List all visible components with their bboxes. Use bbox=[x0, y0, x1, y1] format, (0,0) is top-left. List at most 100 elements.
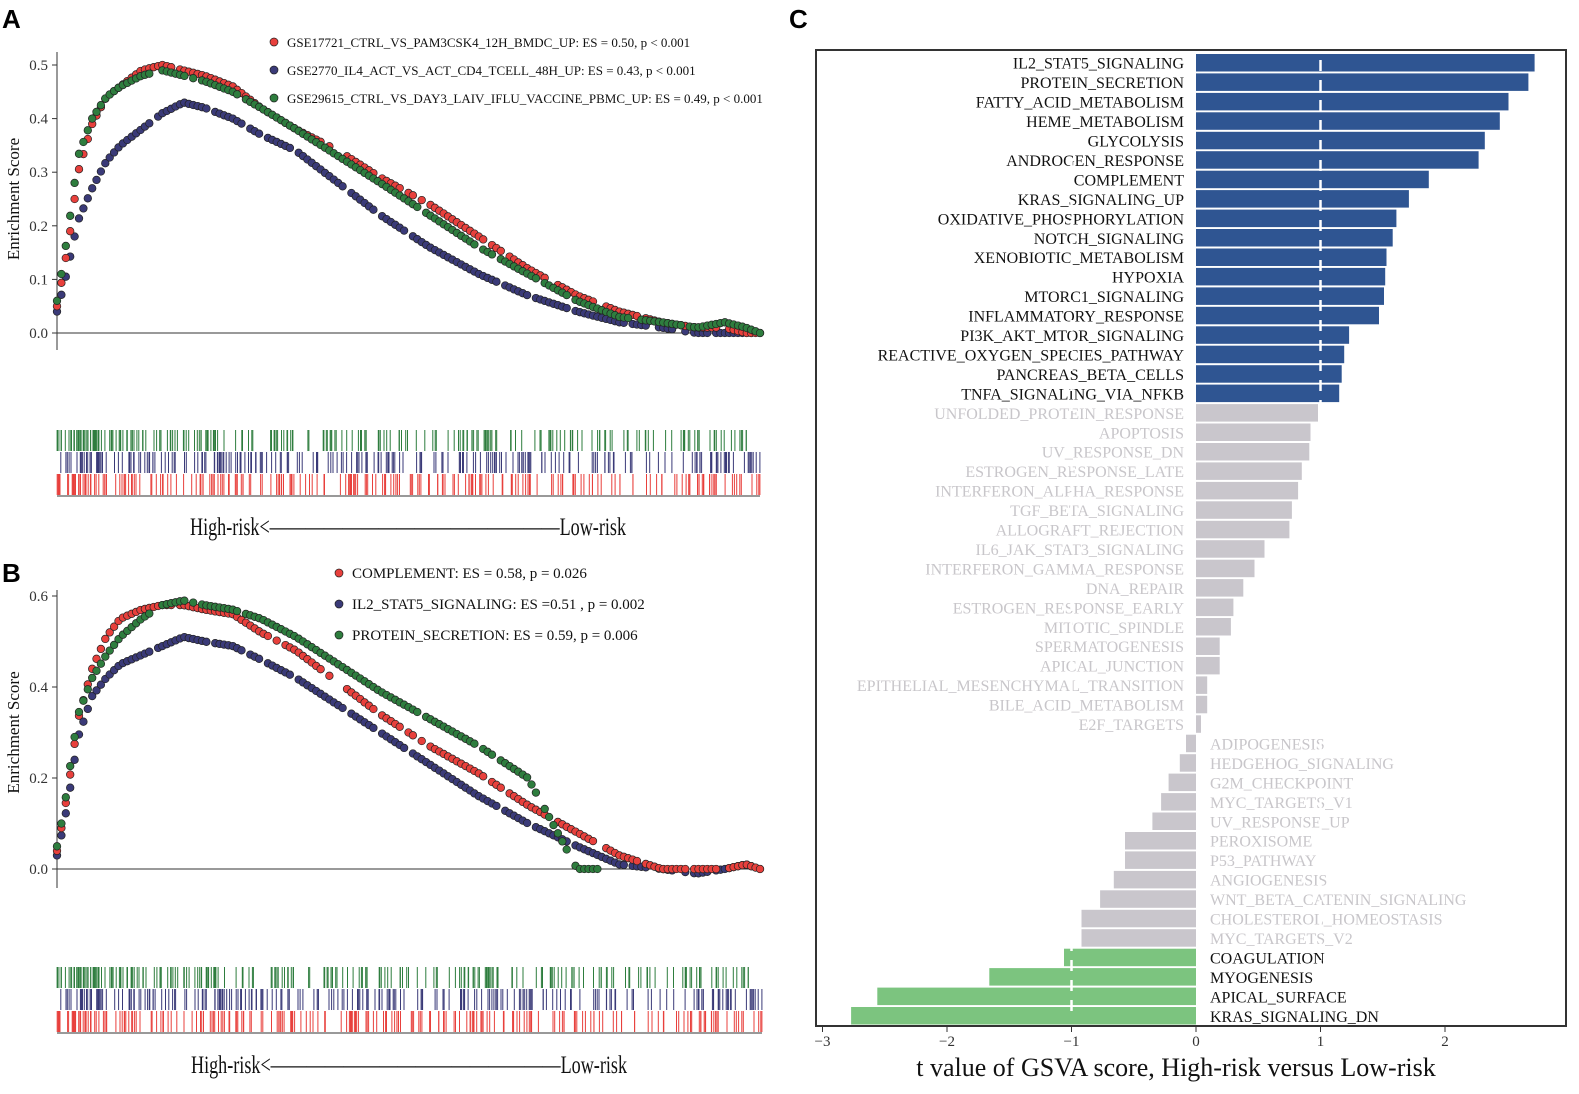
y-axis-label: Enrichment Score bbox=[4, 138, 23, 260]
data-point bbox=[74, 149, 84, 158]
data-point bbox=[83, 126, 92, 135]
bar-label: EPITHELIAL_MESENCHYMAL_TRANSITION bbox=[857, 678, 1185, 695]
bar-reactive_oxygen_species_pathway bbox=[1196, 345, 1345, 364]
data-point bbox=[413, 202, 422, 212]
data-point bbox=[61, 809, 70, 818]
data-point bbox=[92, 686, 101, 695]
panel-a-chart: 0.0 0.1 0.2 0.3 0.4 0.5 Enrichment Score GSE177… bbox=[4, 35, 765, 541]
data-point bbox=[399, 226, 409, 235]
bar-label: UNFOLDED_PROTEIN_RESPONSE bbox=[934, 406, 1184, 423]
bar-label: CHOLESTEROL_HOMEOSTASIS bbox=[1210, 912, 1443, 929]
data-point bbox=[79, 137, 88, 147]
data-point bbox=[57, 819, 66, 828]
bar-label: UV_RESPONSE_UP bbox=[1210, 814, 1350, 831]
bar-heme_metabolism bbox=[1196, 112, 1500, 130]
bar-label: ALLOGRAFT_REJECTION bbox=[996, 523, 1185, 540]
bar-apical_junction bbox=[1196, 656, 1220, 675]
data-point bbox=[369, 205, 378, 214]
bar-label: INFLAMMATORY_RESPONSE bbox=[968, 309, 1184, 326]
bar-label: APICAL_JUNCTION bbox=[1040, 659, 1184, 676]
data-point bbox=[527, 780, 536, 789]
data-point bbox=[202, 104, 211, 113]
y-tick-label: 0.2 bbox=[29, 771, 48, 787]
data-point bbox=[558, 837, 567, 846]
bar-label: MTORC1_SIGNALING bbox=[1024, 289, 1184, 306]
x-axis-label: t value of GSVA score, High-risk versus … bbox=[916, 1053, 1435, 1082]
bar-label: ESTROGEN_RESPONSE_LATE bbox=[965, 464, 1184, 481]
data-point bbox=[470, 240, 479, 249]
data-point bbox=[83, 704, 92, 714]
y-tick-label: 0.1 bbox=[29, 272, 48, 288]
data-point bbox=[61, 253, 70, 263]
y-axis-label: Enrichment Score bbox=[4, 671, 23, 793]
bar-kras_signaling_up bbox=[1196, 190, 1409, 208]
data-point bbox=[52, 296, 62, 305]
data-point bbox=[66, 211, 75, 220]
panel-c-chart: IL2_STAT5_SIGNALING PROTEIN_SECRETION FATT… bbox=[815, 49, 1567, 1082]
bar-label: ANDROGEN_RESPONSE bbox=[1006, 153, 1184, 170]
y-tick-label: 0.5 bbox=[29, 58, 48, 74]
y-tick-label: 0.0 bbox=[29, 326, 48, 342]
data-point bbox=[180, 596, 189, 605]
bar-peroxisome bbox=[1125, 832, 1196, 850]
data-point bbox=[70, 232, 79, 241]
data-point bbox=[79, 696, 88, 705]
data-point bbox=[417, 195, 426, 205]
data-point bbox=[408, 191, 418, 200]
bar-label: IL2_STAT5_SIGNALING bbox=[1013, 56, 1185, 73]
x-tick-label: 2 bbox=[1441, 1034, 1449, 1050]
x-axis-caption: High-risk<————————————————Low-risk bbox=[191, 1052, 627, 1079]
data-point bbox=[109, 640, 119, 650]
bar-inflammatory_response bbox=[1196, 306, 1379, 325]
bar-wnt_beta_catenin_signaling bbox=[1100, 890, 1196, 908]
bar-label: ANGIOGENESIS bbox=[1210, 873, 1327, 890]
data-point bbox=[57, 831, 66, 840]
legend-label-navy: IL2_STAT5_SIGNALING: ES =0.51 , p = 0.00… bbox=[352, 597, 645, 613]
bar-cholesterol_homeostasis bbox=[1081, 909, 1196, 928]
data-point bbox=[544, 812, 554, 822]
bar-allograft_rejection bbox=[1196, 520, 1290, 539]
bar-apoptosis bbox=[1196, 423, 1311, 441]
x-tick-label: −3 bbox=[815, 1034, 831, 1050]
bar-label: HEDGEHOG_SIGNALING bbox=[1210, 756, 1394, 773]
bar-pancreas_beta_cells bbox=[1196, 365, 1342, 383]
data-point bbox=[399, 743, 409, 753]
bar-label: MYC_TARGETS_V1 bbox=[1210, 795, 1353, 812]
data-point bbox=[417, 736, 426, 746]
bar-tnfa_signaling_via_nfkb bbox=[1196, 384, 1340, 403]
panel-label-c: C bbox=[789, 4, 808, 34]
data-point bbox=[145, 119, 154, 128]
data-point bbox=[369, 704, 378, 714]
bar-adipogenesis bbox=[1186, 734, 1196, 753]
data-point bbox=[531, 788, 541, 797]
data-point bbox=[101, 634, 110, 644]
legend-marker-green bbox=[269, 93, 279, 103]
data-point bbox=[101, 652, 110, 661]
data-point bbox=[88, 114, 97, 123]
hit-rug-red bbox=[56, 1011, 763, 1032]
legend-label-red: COMPLEMENT: ES = 0.58, p = 0.026 bbox=[352, 566, 587, 582]
bar-label: INTERFERON_ALPHA_RESPONSE bbox=[935, 484, 1184, 501]
legend-marker-green bbox=[334, 630, 344, 640]
bar-androgen_response bbox=[1196, 151, 1479, 169]
data-point bbox=[593, 864, 602, 874]
data-point bbox=[487, 750, 497, 759]
bar-coagulation bbox=[1064, 948, 1196, 967]
data-point bbox=[88, 673, 97, 683]
bar-unfolded_protein_response bbox=[1196, 404, 1318, 422]
series-green bbox=[52, 596, 602, 874]
bar-oxidative_phosphorylation bbox=[1196, 209, 1397, 228]
data-point bbox=[70, 755, 79, 764]
data-point bbox=[755, 328, 765, 338]
hit-rug-green bbox=[56, 430, 747, 451]
data-point bbox=[57, 278, 66, 287]
data-point bbox=[74, 707, 84, 717]
data-point bbox=[180, 71, 189, 81]
legend-label-navy: GSE2770_IL4_ACT_VS_ACT_CD4_TCELL_48H_UP:… bbox=[287, 63, 696, 78]
data-point bbox=[522, 773, 532, 782]
bar-notch_signaling bbox=[1196, 229, 1393, 247]
data-point bbox=[479, 772, 488, 781]
plot-frame bbox=[815, 49, 1567, 1027]
bar-label: COMPLEMENT bbox=[1074, 172, 1184, 189]
data-point bbox=[316, 665, 325, 674]
